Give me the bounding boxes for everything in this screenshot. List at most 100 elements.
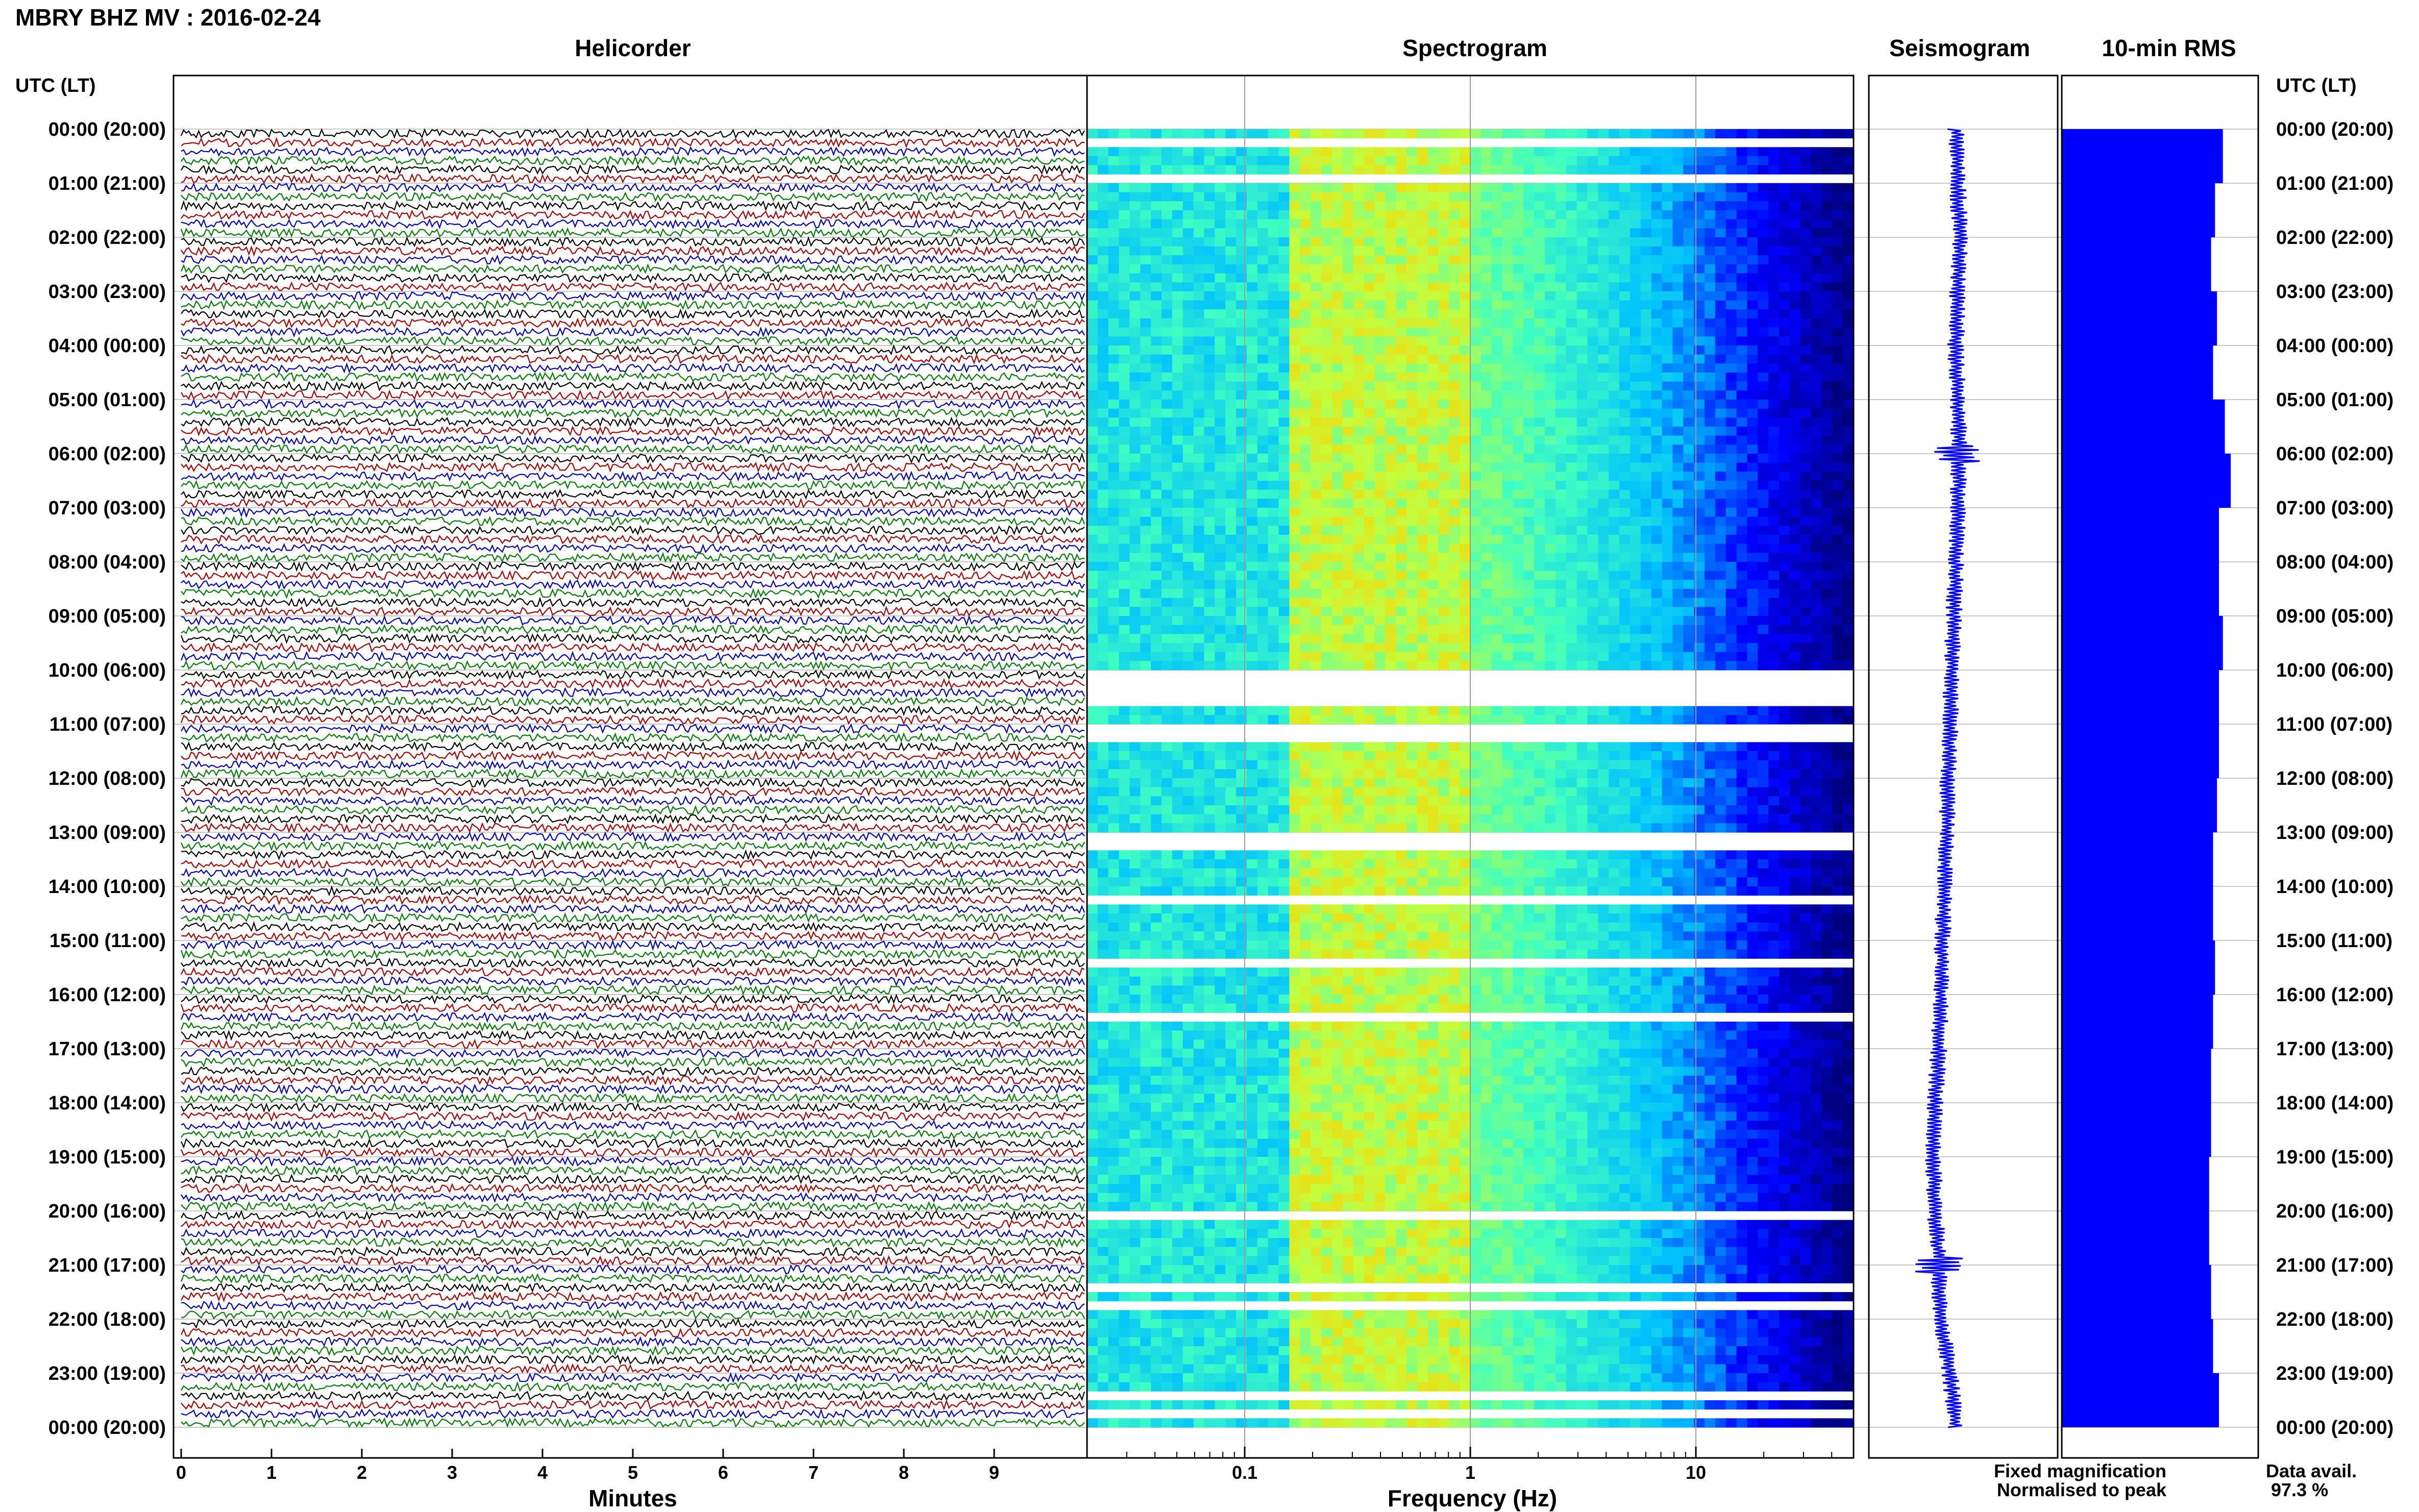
- spectrogram-cell: [1300, 345, 1311, 355]
- spectrogram-cell: [1364, 715, 1375, 725]
- spectrogram-cell: [1151, 778, 1162, 788]
- spectrogram-cell: [1108, 706, 1120, 715]
- spectrogram-cell: [1321, 129, 1332, 139]
- spectrogram-cell: [1215, 129, 1226, 139]
- spectrogram-cell: [1162, 634, 1173, 643]
- spectrogram-cell: [1342, 201, 1354, 211]
- spectrogram-cell: [1236, 760, 1247, 770]
- spectrogram-cell: [1257, 336, 1269, 346]
- spectrogram-cell: [1758, 192, 1769, 202]
- spectrogram-cell: [1523, 336, 1535, 346]
- spectrogram-cell: [1651, 652, 1663, 661]
- spectrogram-cell: [1289, 652, 1300, 661]
- spectrogram-cell: [1672, 571, 1684, 580]
- spectrogram-cell: [1311, 580, 1322, 589]
- spectrogram-cell: [1225, 814, 1237, 824]
- spectrogram-cell: [1193, 165, 1205, 175]
- spectrogram-cell: [1097, 652, 1109, 661]
- spectrogram-cell: [1427, 715, 1439, 725]
- spectrogram-cell: [1566, 796, 1577, 806]
- spectrogram-cell: [1768, 805, 1780, 815]
- spectrogram-cell: [1758, 499, 1769, 508]
- spectrogram-cell: [1268, 499, 1279, 508]
- spectrogram-cell: [1087, 598, 1098, 607]
- spectrogram-cell: [1779, 706, 1790, 715]
- spectrogram-cell: [1821, 400, 1833, 409]
- spectrogram-cell: [1427, 543, 1439, 553]
- spectrogram-cell: [1768, 192, 1780, 202]
- spectrogram-cell: [1715, 400, 1726, 409]
- spectrogram-cell: [1342, 390, 1354, 400]
- spectrogram-cell: [1162, 165, 1173, 175]
- spectrogram-cell: [1257, 246, 1269, 256]
- spectrogram-cell: [1364, 282, 1375, 292]
- spectrogram-cell: [1193, 751, 1205, 761]
- spectrogram-cell: [1225, 183, 1237, 193]
- spectrogram-cell: [1438, 472, 1449, 481]
- spectrogram-cell: [1172, 571, 1183, 580]
- spectrogram-cell: [1406, 616, 1418, 626]
- spectrogram-cell: [1151, 228, 1162, 238]
- spectrogram-cell: [1449, 282, 1460, 292]
- spectrogram-cell: [1236, 381, 1247, 391]
- spectrogram-cell: [1321, 598, 1332, 607]
- spectrogram-cell: [1342, 300, 1354, 310]
- spectrogram-cell: [1704, 264, 1716, 274]
- spectrogram-cell: [1097, 336, 1109, 346]
- spectrogram-cell: [1204, 661, 1215, 671]
- spectrogram-cell: [1555, 454, 1567, 463]
- spectrogram-cell: [1097, 390, 1109, 400]
- spectrogram-cell: [1662, 787, 1673, 797]
- spectrogram-cell: [1268, 264, 1279, 274]
- spectrogram-cell: [1523, 814, 1535, 824]
- spectrogram-cell: [1789, 147, 1801, 157]
- spectrogram-cell: [1566, 580, 1577, 589]
- spectrogram-cell: [1470, 616, 1482, 626]
- spectrogram-cell: [1257, 643, 1269, 653]
- spectrogram-cell: [1278, 390, 1290, 400]
- spectrogram-cell: [1162, 742, 1173, 752]
- spectrogram-cell: [1353, 309, 1364, 319]
- spectrogram-cell: [1725, 327, 1737, 337]
- spectrogram-cell: [1460, 309, 1471, 319]
- spectrogram-cell: [1609, 291, 1620, 301]
- spectrogram-cell: [1257, 607, 1269, 616]
- spectrogram-cell: [1385, 516, 1396, 526]
- spectrogram-cell: [1587, 715, 1598, 725]
- spectrogram-cell: [1662, 535, 1673, 544]
- spectrogram-cell: [1172, 526, 1183, 535]
- spectrogram-cell: [1331, 183, 1343, 193]
- spectrogram-cell: [1619, 201, 1631, 211]
- spectrogram-cell: [1097, 661, 1109, 671]
- spectrogram-cell: [1353, 363, 1364, 373]
- spectrogram-cell: [1331, 381, 1343, 391]
- spectrogram-cell: [1204, 381, 1215, 391]
- spectrogram-cell: [1182, 264, 1194, 274]
- spectrogram-cell: [1694, 309, 1705, 319]
- spectrogram-cell: [1470, 571, 1482, 580]
- spectrogram-cell: [1331, 192, 1343, 202]
- spectrogram-cell: [1278, 255, 1290, 265]
- spectrogram-cell: [1129, 156, 1141, 166]
- spectrogram-cell: [1460, 805, 1471, 815]
- spectrogram-cell: [1683, 769, 1694, 779]
- spectrogram-cell: [1704, 381, 1716, 391]
- spectrogram-cell: [1172, 183, 1183, 193]
- spectrogram-cell: [1342, 715, 1354, 725]
- spectrogram-cell: [1097, 201, 1109, 211]
- spectrogram-cell: [1513, 634, 1524, 643]
- spectrogram-cell: [1619, 237, 1631, 247]
- seismogram-title: Seismogram: [1889, 35, 2030, 61]
- spectrogram-cell: [1278, 796, 1290, 806]
- spectrogram-cell: [1758, 454, 1769, 463]
- spectrogram-cell: [1289, 435, 1300, 445]
- spectrogram-cell: [1513, 598, 1524, 607]
- spectrogram-cell: [1321, 580, 1332, 589]
- spectrogram-cell: [1236, 625, 1247, 634]
- spectrogram-cell: [1129, 481, 1141, 490]
- spectrogram-cell: [1395, 336, 1407, 346]
- spectrogram-cell: [1694, 255, 1705, 265]
- spectrogram-cell: [1789, 345, 1801, 355]
- spectrogram-cell: [1438, 778, 1449, 788]
- spectrogram-cell: [1108, 472, 1120, 481]
